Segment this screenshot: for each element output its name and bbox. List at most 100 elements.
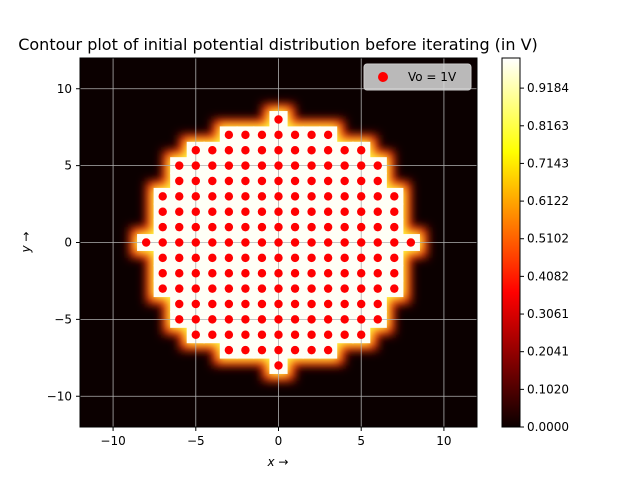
electrode-point: [257, 222, 267, 232]
electrode-point: [373, 253, 382, 263]
electrode-point: [373, 192, 382, 201]
electrode-point: [257, 207, 267, 216]
electrode-point: [224, 207, 234, 216]
x-tick-label: 0: [275, 434, 283, 448]
electrode-point: [274, 207, 283, 216]
electrode-point: [175, 176, 184, 186]
electrode-point: [274, 269, 283, 278]
electrode-point: [208, 315, 217, 324]
electrode-point: [323, 146, 333, 155]
electrode-point: [158, 253, 167, 263]
electrode-point: [274, 192, 283, 201]
electrode-point: [290, 176, 300, 186]
electrode-point: [357, 207, 366, 216]
electrode-point: [224, 176, 234, 186]
electrode-point: [224, 146, 234, 155]
electrode-point: [274, 330, 283, 339]
electrode-point: [241, 284, 250, 293]
electrode-point: [191, 299, 200, 309]
electrode-point: [307, 192, 316, 201]
electrode-point: [175, 284, 184, 293]
electrode-point: [257, 345, 267, 355]
electrode-point: [390, 269, 399, 278]
colorbar-tick-label: 0.8163: [527, 119, 569, 133]
electrode-point: [208, 207, 217, 216]
electrode-point: [191, 238, 200, 247]
electrode-point: [290, 269, 300, 278]
x-tick-label: 5: [357, 434, 365, 448]
electrode-point: [357, 238, 366, 247]
electrode-point: [390, 238, 399, 247]
electrode-point: [373, 315, 382, 324]
electrode-point: [307, 269, 316, 278]
electrode-point: [340, 161, 349, 170]
electrode-point: [175, 238, 184, 247]
electrode-point: [224, 238, 234, 247]
electrode-point: [257, 130, 267, 140]
electrode-point: [175, 222, 184, 232]
electrode-point: [191, 176, 200, 186]
electrode-point: [191, 192, 200, 201]
electrode-point: [274, 345, 283, 355]
electrode-point: [357, 269, 366, 278]
electrode-point: [257, 299, 267, 309]
electrode-point: [406, 238, 416, 247]
electrode-point: [323, 192, 333, 201]
electrode-point: [208, 284, 217, 293]
colorbar-tick-label: 0.4082: [527, 269, 569, 283]
legend-box: [363, 63, 472, 91]
x-axis-ticks: −10 −5 0 5 10: [100, 427, 452, 448]
electrode-point: [141, 238, 151, 247]
electrode-point: [224, 130, 234, 140]
electrode-point: [323, 176, 333, 186]
electrode-point: [274, 176, 283, 186]
legend: Vo = 1V: [363, 63, 472, 91]
y-tick-label: 0: [64, 236, 72, 250]
y-tick-label: 10: [57, 82, 72, 96]
electrode-point: [241, 146, 250, 155]
electrode-point: [357, 284, 366, 293]
electrode-point: [307, 176, 316, 186]
electrode-point: [274, 299, 283, 309]
electrode-point: [340, 284, 349, 293]
electrode-point: [323, 161, 333, 170]
electrode-point: [340, 253, 349, 263]
electrode-point: [373, 161, 382, 170]
electrode-point: [340, 176, 349, 186]
colorbar-tick-label: 0.7143: [527, 156, 569, 170]
electrode-point: [241, 176, 250, 186]
electrode-point: [191, 161, 200, 170]
electrode-point: [158, 222, 167, 232]
electrode-point: [241, 299, 250, 309]
electrode-point: [290, 192, 300, 201]
x-tick-label: 10: [436, 434, 451, 448]
electrode-point: [323, 284, 333, 293]
electrode-point: [340, 146, 349, 155]
y-tick-label: −5: [54, 312, 72, 326]
electrode-point: [340, 207, 349, 216]
electrode-point: [307, 345, 316, 355]
electrode-point: [158, 192, 167, 201]
electrode-point: [290, 315, 300, 324]
electrode-points: [141, 115, 416, 370]
x-axis-label: x →: [267, 455, 289, 469]
electrode-point: [158, 207, 167, 216]
electrode-point: [307, 222, 316, 232]
electrode-point: [290, 330, 300, 339]
electrode-point: [191, 207, 200, 216]
electrode-point: [323, 130, 333, 140]
electrode-point: [224, 222, 234, 232]
electrode-point: [323, 345, 333, 355]
colorbar-tick-label: 0.6122: [527, 194, 569, 208]
electrode-point: [158, 269, 167, 278]
electrode-point: [323, 315, 333, 324]
electrode-point: [340, 192, 349, 201]
electrode-point: [191, 269, 200, 278]
electrode-point: [191, 330, 200, 339]
electrode-point: [241, 315, 250, 324]
electrode-point: [274, 115, 283, 124]
plot-area: −10 −5 0 5 10 −10 −5 0 5 10 x → y →: [19, 57, 478, 469]
electrode-point: [307, 299, 316, 309]
electrode-point: [357, 192, 366, 201]
electrode-point: [224, 192, 234, 201]
